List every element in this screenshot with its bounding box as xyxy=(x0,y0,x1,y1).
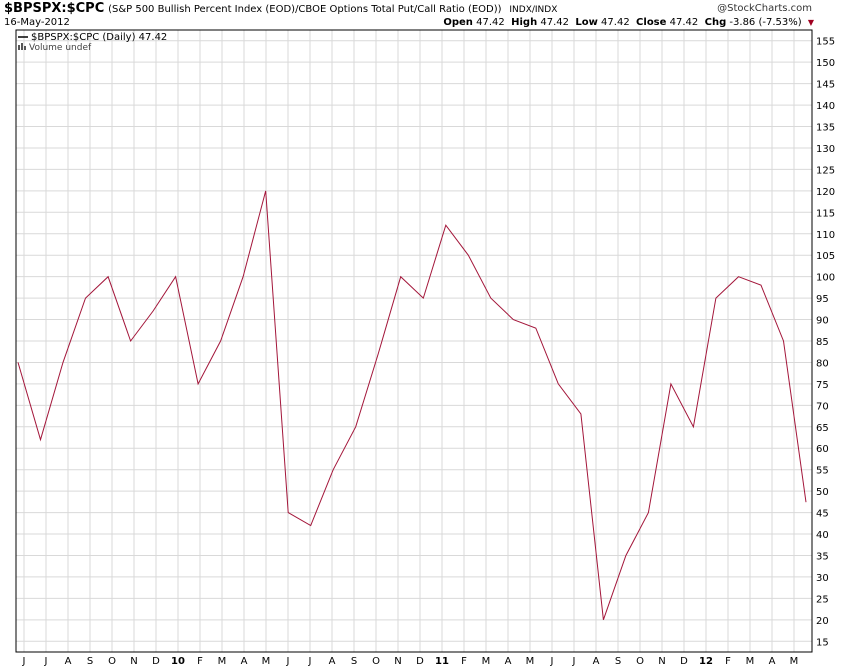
legend-series-label: $BPSPX:$CPC (Daily) 47.42 xyxy=(31,32,167,43)
low-value: 47.42 xyxy=(601,17,630,28)
x-tick-label: S xyxy=(87,656,93,667)
x-tick-label: A xyxy=(65,656,72,667)
open-label: Open xyxy=(443,17,473,28)
x-tick-label: J xyxy=(572,656,576,667)
x-tick-label: M xyxy=(790,656,799,667)
volume-bars-icon xyxy=(18,43,26,50)
high-value: 47.42 xyxy=(540,17,570,28)
y-tick-label: 55 xyxy=(816,466,829,477)
y-tick-label: 15 xyxy=(816,637,829,648)
close-label: Close xyxy=(636,17,667,28)
y-tick-label: 50 xyxy=(816,487,829,498)
x-tick-label: J xyxy=(44,656,48,667)
x-tick-label: N xyxy=(130,656,137,667)
y-axis: 15 20 25 30 35 40 45 50 55 60 65 70 75 80 85 90 95 100 105… xyxy=(816,37,835,649)
symbol-label: $BPSPX:$CPC xyxy=(4,1,105,16)
x-tick-label: F xyxy=(725,656,731,667)
x-tick-label: D xyxy=(152,656,160,667)
ohlc-readout: Open 47.42 High 47.42 Low 47.42 Close 47… xyxy=(443,17,814,28)
x-tick-label: 10 xyxy=(171,656,185,667)
y-tick-label: 25 xyxy=(816,594,829,605)
x-tick-label: D xyxy=(416,656,424,667)
y-tick-label: 110 xyxy=(816,230,835,241)
x-tick-label: O xyxy=(372,656,380,667)
y-tick-label: 85 xyxy=(816,337,829,348)
y-tick-label: 105 xyxy=(816,251,835,262)
chart-legend: $BPSPX:$CPC (Daily) 47.42 Volume undef xyxy=(18,32,167,53)
x-axis: J J A S O N D 10 F M A M J J A S O N D 11 F M A M J J A S O N D 12 F M A M xyxy=(22,656,799,667)
chart-grid xyxy=(16,30,812,652)
x-tick-label: A xyxy=(505,656,512,667)
chart-title: $BPSPX:$CPC (S&P 500 Bullish Percent Ind… xyxy=(4,1,557,16)
x-tick-label: F xyxy=(197,656,203,667)
x-tick-label: J xyxy=(308,656,312,667)
x-tick-label: 12 xyxy=(699,656,713,667)
x-tick-label: O xyxy=(636,656,644,667)
chart-date: 16-May-2012 xyxy=(4,17,70,28)
x-tick-label: M xyxy=(262,656,271,667)
x-tick-label: M xyxy=(482,656,491,667)
x-tick-label: S xyxy=(351,656,357,667)
x-tick-label: A xyxy=(593,656,600,667)
x-tick-label: M xyxy=(526,656,535,667)
y-tick-label: 95 xyxy=(816,294,829,305)
y-tick-label: 90 xyxy=(816,316,829,327)
x-tick-label: A xyxy=(329,656,336,667)
y-tick-label: 150 xyxy=(816,58,835,69)
open-value: 47.42 xyxy=(476,17,505,28)
x-tick-label: O xyxy=(108,656,116,667)
x-tick-label: D xyxy=(680,656,688,667)
y-tick-label: 130 xyxy=(816,144,835,155)
high-label: High xyxy=(511,17,538,28)
x-tick-label: S xyxy=(615,656,621,667)
brand-logo: @StockCharts.com xyxy=(717,3,812,14)
y-tick-label: 70 xyxy=(816,401,829,412)
y-tick-label: 35 xyxy=(816,551,829,562)
x-tick-label: M xyxy=(746,656,755,667)
series-line xyxy=(17,190,807,620)
x-tick-label: A xyxy=(241,656,248,667)
down-triangle-icon: ▼ xyxy=(807,18,814,27)
y-tick-label: 120 xyxy=(816,187,835,198)
close-value: 47.42 xyxy=(669,17,699,28)
x-tick-label: M xyxy=(218,656,227,667)
y-tick-label: 60 xyxy=(816,444,829,455)
x-tick-label: J xyxy=(286,656,290,667)
y-tick-label: 100 xyxy=(816,273,835,284)
exchange-label: INDX/INDX xyxy=(509,5,558,15)
y-tick-label: 125 xyxy=(816,165,835,176)
x-tick-label: N xyxy=(394,656,401,667)
y-tick-label: 80 xyxy=(816,358,829,369)
y-tick-label: 155 xyxy=(816,37,835,48)
y-tick-label: 75 xyxy=(816,380,829,391)
y-tick-label: 135 xyxy=(816,123,835,134)
y-tick-label: 30 xyxy=(816,573,829,584)
chg-label: Chg xyxy=(704,17,727,28)
chg-value: -3.86 (-7.53%) xyxy=(729,17,802,28)
x-tick-label: J xyxy=(550,656,554,667)
y-tick-label: 145 xyxy=(816,80,835,91)
x-tick-label: A xyxy=(769,656,776,667)
y-tick-label: 40 xyxy=(816,530,829,541)
x-tick-label: 11 xyxy=(435,656,449,667)
y-tick-label: 115 xyxy=(816,208,835,219)
y-tick-label: 20 xyxy=(816,616,829,627)
y-tick-label: 65 xyxy=(816,423,829,434)
y-tick-label: 45 xyxy=(816,509,829,520)
legend-volume-label: Volume undef xyxy=(29,43,92,53)
symbol-description: (S&P 500 Bullish Percent Index (EOD)/CBO… xyxy=(108,4,502,15)
y-tick-label: 140 xyxy=(816,101,835,112)
plot-border xyxy=(15,29,813,653)
x-tick-label: J xyxy=(22,656,26,667)
x-tick-label: N xyxy=(658,656,665,667)
low-label: Low xyxy=(575,17,598,28)
x-tick-label: F xyxy=(461,656,467,667)
